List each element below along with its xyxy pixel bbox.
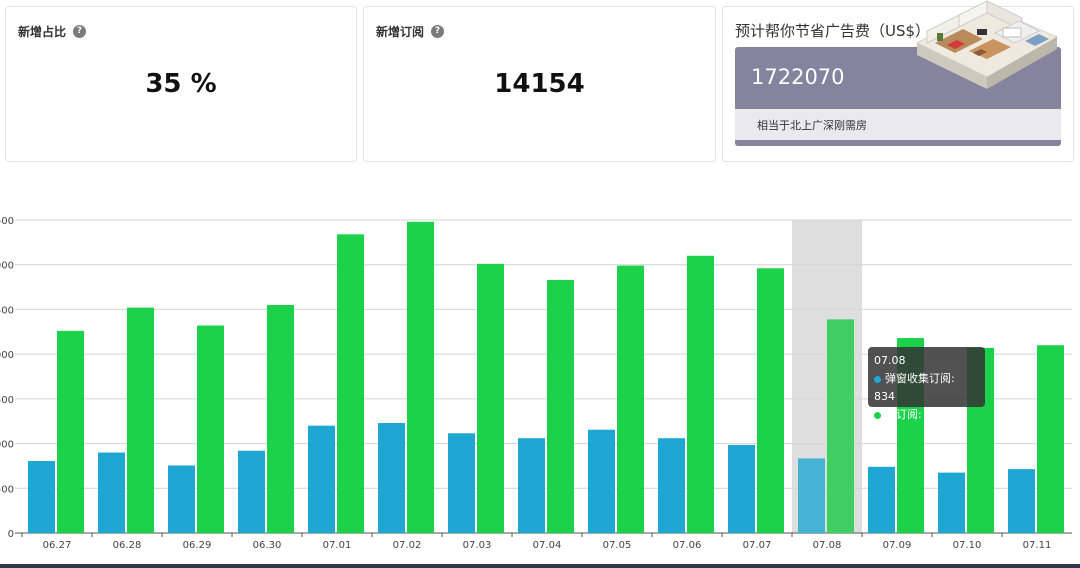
ad-savings-footer-bar: [735, 140, 1061, 146]
bar-popup-subscriptions[interactable]: [728, 444, 755, 533]
bar-total-subscriptions[interactable]: [1037, 345, 1064, 533]
bar-popup-subscriptions[interactable]: [1008, 469, 1035, 533]
x-tick-label: 06.28: [113, 540, 142, 551]
x-tick-label: 06.27: [43, 540, 72, 551]
bar-total-subscriptions[interactable]: [477, 263, 504, 533]
bar-total-subscriptions[interactable]: [197, 325, 224, 533]
question-circle-icon[interactable]: ?: [431, 25, 445, 38]
new-ratio-title: 新增占比 ?: [18, 23, 87, 40]
x-tick-label: 07.04: [533, 540, 562, 551]
x-tick-label: 07.10: [953, 540, 982, 551]
x-tick-label: 07.11: [1023, 540, 1052, 551]
ad-savings-amount: 1722070: [751, 65, 845, 89]
bar-popup-subscriptions[interactable]: [798, 458, 825, 533]
bar-popup-subscriptions[interactable]: [868, 466, 895, 533]
bar-popup-subscriptions[interactable]: [448, 433, 475, 533]
bar-popup-subscriptions[interactable]: [588, 429, 615, 533]
y-tick-label: 2,500: [0, 305, 14, 316]
x-tick-label: 07.03: [463, 540, 492, 551]
ad-savings-title: 预计帮你节省广告费（US$）: [735, 22, 931, 40]
bar-popup-subscriptions[interactable]: [98, 452, 125, 533]
tooltip-title: 07.08: [874, 354, 906, 367]
x-tick-label: 06.29: [183, 540, 212, 551]
bar-popup-subscriptions[interactable]: [168, 465, 195, 533]
new-ratio-card: 新增占比 ? 35 %: [5, 6, 357, 162]
y-tick-label: 1,500: [0, 395, 14, 406]
tooltip-row-popup: 弹窗收集订阅: 834: [874, 372, 955, 403]
y-tick-label: 3,000: [0, 261, 14, 272]
x-tick-label: 07.02: [393, 540, 422, 551]
x-tick-label: 07.01: [323, 540, 352, 551]
bar-total-subscriptions[interactable]: [827, 319, 854, 533]
y-tick-label: 2,000: [0, 350, 14, 361]
new-subscriptions-value: 14154: [494, 69, 585, 99]
x-tick-label: 07.07: [743, 540, 772, 551]
series-blue-dot: [874, 375, 881, 383]
new-ratio-value: 35 %: [145, 69, 217, 99]
y-tick-label: 0: [8, 529, 14, 540]
bar-popup-subscriptions[interactable]: [658, 438, 685, 533]
tooltip-row-total: 总订阅: 2,389: [874, 406, 979, 424]
y-tick-label: 3,500: [0, 216, 14, 227]
os-taskbar: [0, 564, 1080, 568]
bar-total-subscriptions[interactable]: [337, 234, 364, 533]
bar-total-subscriptions[interactable]: [687, 255, 714, 533]
x-tick-label: 06.30: [253, 540, 282, 551]
chart-tooltip: 07.08 弹窗收集订阅: 834 总订阅: 2,389: [868, 347, 985, 421]
bar-total-subscriptions[interactable]: [407, 221, 434, 533]
bar-total-subscriptions[interactable]: [547, 279, 574, 533]
bar-popup-subscriptions[interactable]: [938, 472, 965, 533]
x-tick-label: 07.05: [603, 540, 632, 551]
x-tick-label: 07.09: [883, 540, 912, 551]
bar-total-subscriptions[interactable]: [757, 268, 784, 533]
bar-total-subscriptions[interactable]: [617, 265, 644, 533]
ad-savings-note: 相当于北上广深刚需房: [757, 119, 867, 132]
new-subscriptions-card: 新增订阅 ? 14154: [363, 6, 716, 162]
bar-popup-subscriptions[interactable]: [308, 425, 335, 533]
new-subscriptions-title: 新增订阅 ?: [376, 23, 445, 40]
house-illustration-icon: [915, 0, 1059, 89]
y-tick-label: 1,000: [0, 440, 14, 451]
y-tick-label: 500: [0, 484, 14, 495]
bar-popup-subscriptions[interactable]: [518, 438, 545, 533]
subscriptions-bar-chart: 0 500 1,000 1,500 2,000 2,500 3,000 3,500 06.27…: [0, 216, 1072, 551]
bar-total-subscriptions[interactable]: [127, 307, 154, 533]
bar-popup-subscriptions[interactable]: [28, 461, 55, 533]
x-tick-label: 07.08: [813, 540, 842, 551]
bar-popup-subscriptions[interactable]: [378, 423, 405, 533]
bar-total-subscriptions[interactable]: [57, 330, 84, 533]
ad-savings-card: 预计帮你节省广告费（US$） 1722070 相当于北上广深刚需房: [722, 0, 1074, 162]
question-circle-icon[interactable]: ?: [73, 25, 87, 38]
bar-popup-subscriptions[interactable]: [238, 450, 265, 533]
x-tick-label: 07.06: [673, 540, 702, 551]
series-green-dot: [874, 411, 881, 419]
bar-total-subscriptions[interactable]: [267, 304, 294, 533]
